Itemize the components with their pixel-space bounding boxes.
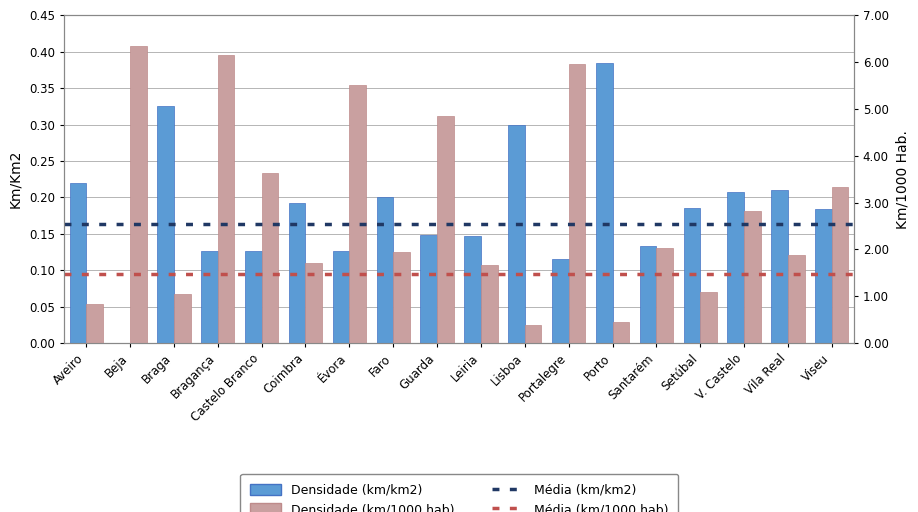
Bar <box>509 124 525 343</box>
Bar <box>525 325 542 343</box>
Bar <box>201 250 218 343</box>
Bar <box>771 190 788 343</box>
Bar <box>552 259 568 343</box>
Bar <box>481 265 498 343</box>
Bar <box>262 173 278 343</box>
Bar <box>568 64 586 343</box>
Bar <box>744 211 761 343</box>
Bar <box>727 193 744 343</box>
Bar <box>420 236 437 343</box>
Bar <box>174 294 191 343</box>
Bar <box>350 85 366 343</box>
Bar <box>684 207 700 343</box>
Bar <box>306 263 322 343</box>
Bar <box>393 252 409 343</box>
Bar <box>815 209 832 343</box>
Bar <box>245 250 262 343</box>
Bar <box>465 236 481 343</box>
Bar <box>437 116 453 343</box>
Bar <box>700 292 717 343</box>
Bar <box>289 203 306 343</box>
Bar <box>218 55 234 343</box>
Y-axis label: Km/1000 Hab.: Km/1000 Hab. <box>896 130 910 229</box>
Bar <box>157 106 174 343</box>
Bar <box>612 322 629 343</box>
Bar <box>640 246 656 343</box>
Bar <box>70 183 86 343</box>
Bar <box>788 254 804 343</box>
Bar <box>332 251 350 343</box>
Bar <box>86 304 103 343</box>
Bar <box>656 248 673 343</box>
Y-axis label: Km/Km2: Km/Km2 <box>8 150 22 208</box>
Legend: Densidade (km/km2), Densidade (km/1000 hab), Média (km/km2), Média (km/1000 hab): Densidade (km/km2), Densidade (km/1000 h… <box>240 474 678 512</box>
Bar <box>832 187 848 343</box>
Bar <box>596 62 612 343</box>
Bar <box>130 46 147 343</box>
Bar <box>376 198 393 343</box>
